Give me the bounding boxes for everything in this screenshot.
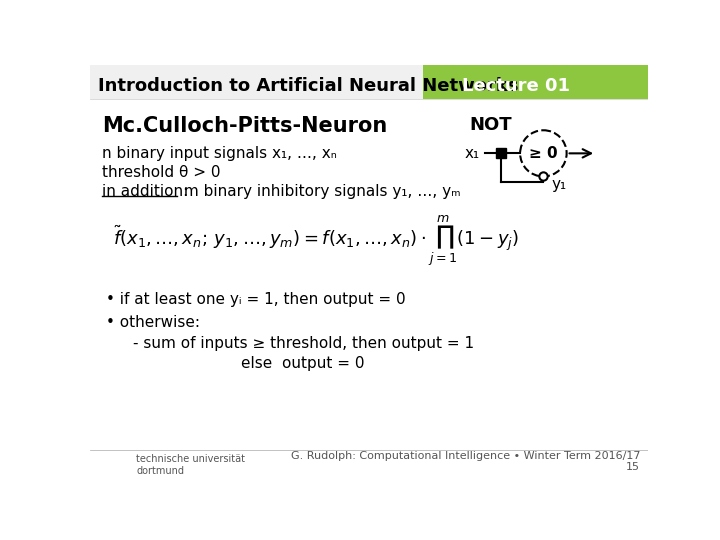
Text: • if at least one yᵢ = 1, then output = 0: • if at least one yᵢ = 1, then output = …	[106, 292, 405, 307]
Text: y₁: y₁	[551, 177, 566, 192]
Text: threshold θ > 0: threshold θ > 0	[102, 165, 220, 180]
Text: in addition:: in addition:	[102, 184, 188, 199]
Text: else  output = 0: else output = 0	[241, 356, 364, 371]
Text: $\tilde{f}(x_1,\ldots,x_n;\, y_1,\ldots,y_m) = f(x_1,\ldots,x_n)\cdot\prod_{j=1}: $\tilde{f}(x_1,\ldots,x_n;\, y_1,\ldots,…	[113, 213, 520, 268]
FancyBboxPatch shape	[423, 65, 648, 99]
Text: NOT: NOT	[469, 116, 513, 134]
Text: Mc.Culloch-Pitts-Neuron: Mc.Culloch-Pitts-Neuron	[102, 117, 387, 137]
Text: - sum of inputs ≥ threshold, then output = 1: - sum of inputs ≥ threshold, then output…	[132, 336, 474, 351]
Text: n binary input signals x₁, …, xₙ: n binary input signals x₁, …, xₙ	[102, 146, 336, 161]
Text: technische universität
dortmund: technische universität dortmund	[137, 454, 246, 476]
Text: Introduction to Artificial Neural Networks: Introduction to Artificial Neural Networ…	[98, 77, 518, 94]
Text: Lecture 01: Lecture 01	[462, 77, 570, 94]
Text: m binary inhibitory signals y₁, …, yₘ: m binary inhibitory signals y₁, …, yₘ	[179, 184, 461, 199]
Text: x₁: x₁	[464, 146, 480, 161]
Text: G. Rudolph: Computational Intelligence • Winter Term 2016/17
15: G. Rudolph: Computational Intelligence •…	[291, 450, 640, 472]
Text: ≥ 0: ≥ 0	[529, 146, 558, 161]
Text: • otherwise:: • otherwise:	[106, 315, 199, 330]
FancyBboxPatch shape	[90, 65, 648, 99]
